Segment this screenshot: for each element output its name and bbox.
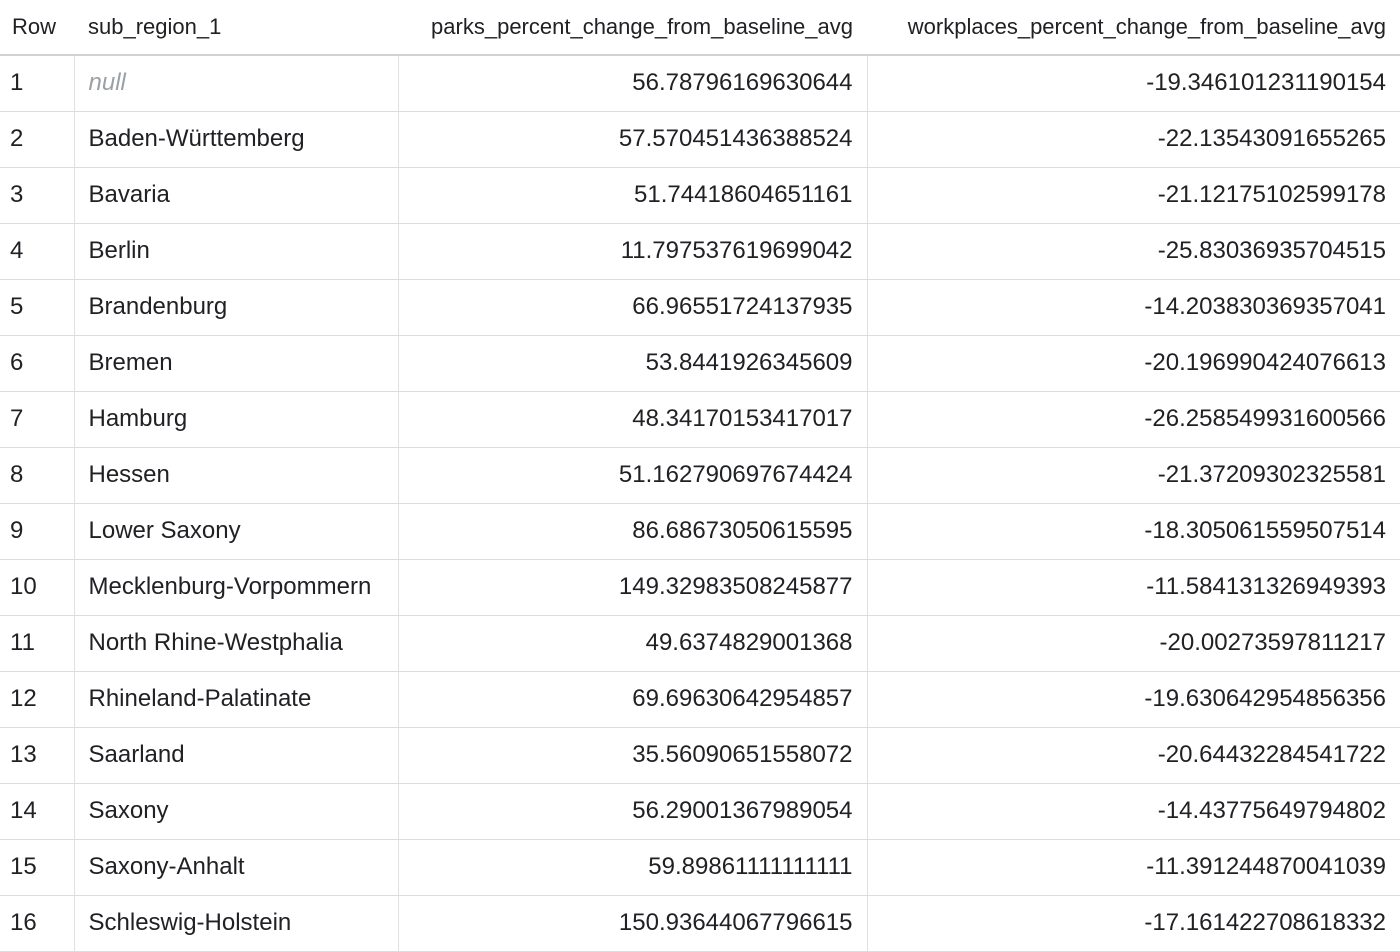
parks-value-cell[interactable]: 56.78796169630644 [398, 55, 868, 112]
sub-region-cell[interactable]: Bremen [73, 335, 399, 392]
table-row[interactable]: 1 null 56.78796169630644 -19.34610123119015… [0, 55, 1400, 112]
row-number-cell[interactable]: 2 [0, 111, 74, 168]
row-number-cell[interactable]: 15 [0, 839, 74, 896]
row-number-cell[interactable]: 3 [0, 167, 74, 224]
parks-value-cell[interactable]: 57.570451436388524 [398, 111, 868, 168]
table-row[interactable]: 10 Mecklenburg-Vorpommern 149.329835082458… [0, 559, 1400, 616]
workplaces-value-cell[interactable]: -26.258549931600566 [867, 391, 1400, 448]
parks-value-cell[interactable]: 35.56090651558072 [398, 727, 868, 784]
table-row[interactable]: 9 Lower Saxony 86.68673050615595 -18.305061… [0, 503, 1400, 560]
parks-value-cell[interactable]: 56.29001367989054 [398, 783, 868, 840]
parks-value-cell[interactable]: 51.74418604651161 [398, 167, 868, 224]
parks-value-cell[interactable]: 150.93644067796615 [398, 895, 868, 952]
workplaces-value-cell[interactable]: -18.305061559507514 [867, 503, 1400, 560]
row-number-cell[interactable]: 10 [0, 559, 74, 616]
workplaces-value-cell[interactable]: -20.196990424076613 [867, 335, 1400, 392]
table-row[interactable]: 12 Rhineland-Palatinate 69.69630642954857-… [0, 671, 1400, 728]
sub-region-cell[interactable]: Rhineland-Palatinate [73, 671, 399, 728]
table-row[interactable]: 11 North Rhine-Westphalia 49.6374829001368… [0, 615, 1400, 672]
workplaces-value-cell[interactable]: -20.64432284541722 [867, 727, 1400, 784]
row-number-cell[interactable]: 12 [0, 671, 74, 728]
table-row[interactable]: 4 Berlin 11.797537619699042 -25.83036935704… [0, 223, 1400, 280]
table-row[interactable]: 7 Hamburg 48.34170153417017 -26.25854993160… [0, 391, 1400, 448]
sub-region-cell[interactable]: North Rhine-Westphalia [73, 615, 399, 672]
table-row[interactable]: 13 Saarland 35.56090651558072 -20.644322845… [0, 727, 1400, 784]
table-row[interactable]: 6 Bremen 53.8441926345609 -20.1969904240766… [0, 335, 1400, 392]
table-row[interactable]: 8 Hessen 51.162790697674424 -21.37209302325… [0, 447, 1400, 504]
table-header: Row sub_region_1 parks_percent_change_fr… [0, 0, 1400, 56]
workplaces-value-cell[interactable]: -20.00273597811217 [867, 615, 1400, 672]
sub-region-cell[interactable]: Brandenburg [73, 279, 399, 336]
column-header-workplaces[interactable]: workplaces_percent_change_from_baseline_… [867, 0, 1400, 56]
parks-value-cell[interactable]: 66.96551724137935 [398, 279, 868, 336]
parks-value-cell[interactable]: 59.89861111111111 [398, 839, 868, 896]
workplaces-value-cell[interactable]: -17.161422708618332 [867, 895, 1400, 952]
workplaces-value-cell[interactable]: -22.13543091655265 [867, 111, 1400, 168]
table-row[interactable]: 16 Schleswig-Holstein 150.93644067796615 -1… [0, 895, 1400, 952]
row-number-cell[interactable]: 7 [0, 391, 74, 448]
row-number-cell[interactable]: 11 [0, 615, 74, 672]
parks-value-cell[interactable]: 69.69630642954857 [398, 671, 868, 728]
sub-region-cell[interactable]: Schleswig-Holstein [73, 895, 399, 952]
workplaces-value-cell[interactable]: -21.37209302325581 [867, 447, 1400, 504]
row-number-cell[interactable]: 5 [0, 279, 74, 336]
workplaces-value-cell[interactable]: -14.203830369357041 [867, 279, 1400, 336]
workplaces-value-cell[interactable]: -14.43775649794802 [867, 783, 1400, 840]
column-header-sub-region[interactable]: sub_region_1 [74, 0, 398, 56]
sub-region-cell[interactable]: Saxony-Anhalt [73, 839, 399, 896]
table-row[interactable]: 5 Brandenburg 66.96551724137935 -14.2038303… [0, 279, 1400, 336]
sub-region-cell[interactable]: Lower Saxony [73, 503, 399, 560]
row-number-cell[interactable]: 16 [0, 895, 74, 952]
parks-value-cell[interactable]: 51.162790697674424 [398, 447, 868, 504]
sub-region-cell[interactable]: Baden-Württemberg [73, 111, 399, 168]
sub-region-cell[interactable]: Bavaria [73, 167, 399, 224]
sub-region-cell[interactable]: Hessen [73, 447, 399, 504]
row-number-cell[interactable]: 13 [0, 727, 74, 784]
workplaces-value-cell[interactable]: -21.12175102599178 [867, 167, 1400, 224]
parks-value-cell[interactable]: 49.6374829001368 [398, 615, 868, 672]
parks-value-cell[interactable]: 149.32983508245877 [398, 559, 868, 616]
column-header-parks[interactable]: parks_percent_change_from_baseline_avg [398, 0, 867, 56]
table-row[interactable]: 2 Baden-Württemberg 57.570451436388524 -22.… [0, 111, 1400, 168]
parks-value-cell[interactable]: 48.34170153417017 [398, 391, 868, 448]
table-body: 1 null 56.78796169630644 -19.34610123119015… [0, 55, 1400, 952]
parks-value-cell[interactable]: 86.68673050615595 [398, 503, 868, 560]
sub-region-cell[interactable]: null [73, 55, 399, 112]
sub-region-cell[interactable]: Saxony [73, 783, 399, 840]
row-number-cell[interactable]: 6 [0, 335, 74, 392]
sub-region-cell[interactable]: Hamburg [73, 391, 399, 448]
workplaces-value-cell[interactable]: -11.391244870041039 [867, 839, 1400, 896]
sub-region-cell[interactable]: Saarland [73, 727, 399, 784]
workplaces-value-cell[interactable]: -25.83036935704515 [867, 223, 1400, 280]
header-row: Row sub_region_1 parks_percent_change_fr… [0, 0, 1400, 56]
table-row[interactable]: 15 Saxony-Anhalt 59.89861111111111 -11.3912… [0, 839, 1400, 896]
workplaces-value-cell[interactable]: -19.630642954856356 [867, 671, 1400, 728]
parks-value-cell[interactable]: 11.797537619699042 [398, 223, 868, 280]
row-number-cell[interactable]: 8 [0, 447, 74, 504]
sub-region-cell[interactable]: Mecklenburg-Vorpommern [73, 559, 399, 616]
parks-value-cell[interactable]: 53.8441926345609 [398, 335, 868, 392]
row-number-cell[interactable]: 1 [0, 55, 74, 112]
table-row[interactable]: 14 Saxony 56.29001367989054 -14.43775649794… [0, 783, 1400, 840]
workplaces-value-cell[interactable]: -19.346101231190154 [867, 55, 1400, 112]
row-number-cell[interactable]: 4 [0, 223, 74, 280]
workplaces-value-cell[interactable]: -11.584131326949393 [867, 559, 1400, 616]
row-number-cell[interactable]: 14 [0, 783, 74, 840]
column-header-row[interactable]: Row [0, 0, 74, 56]
sub-region-cell[interactable]: Berlin [73, 223, 399, 280]
table-row[interactable]: 3 Bavaria 51.74418604651161 -21.12175102599… [0, 167, 1400, 224]
row-number-cell[interactable]: 9 [0, 503, 74, 560]
